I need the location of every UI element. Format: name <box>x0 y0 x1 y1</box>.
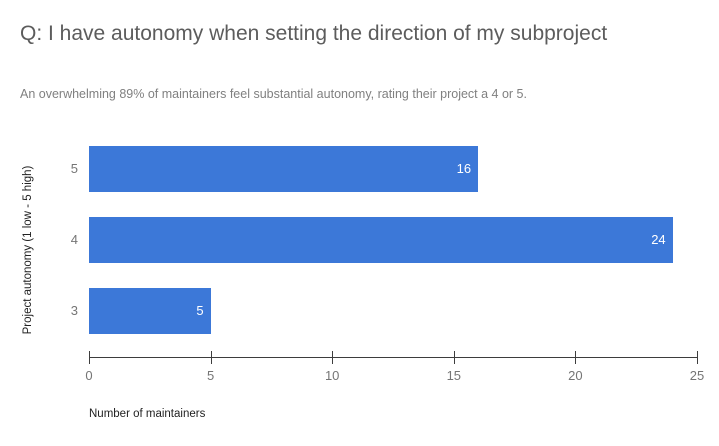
x-axis-tick-label: 20 <box>568 368 583 383</box>
bar: 5 <box>89 287 211 334</box>
bar: 16 <box>89 145 479 192</box>
x-axis-title: Number of maintainers <box>89 408 206 420</box>
chart-title: Q: I have autonomy when setting the dire… <box>20 22 608 45</box>
x-axis-line <box>89 357 697 358</box>
chart-subtitle: An overwhelming 89% of maintainers feel … <box>20 87 527 101</box>
x-axis-tick-label: 0 <box>85 368 93 383</box>
bar-value-label: 16 <box>456 161 472 176</box>
category-label: 5 <box>70 160 78 176</box>
x-axis-tick-mark <box>697 351 698 364</box>
bar: 24 <box>89 216 673 263</box>
x-axis-tick-label: 5 <box>206 368 215 383</box>
category-label: 4 <box>70 231 78 247</box>
category-label: 3 <box>70 302 78 318</box>
x-axis-tick-label: 15 <box>446 368 462 383</box>
bar-value-label: 24 <box>651 232 666 247</box>
y-axis-title: Project autonomy (1 low - 5 high) <box>22 165 34 335</box>
bar-value-label: 5 <box>196 303 204 318</box>
x-axis-tick-label: 10 <box>324 368 340 383</box>
x-axis-tick-label: 25 <box>689 368 705 383</box>
